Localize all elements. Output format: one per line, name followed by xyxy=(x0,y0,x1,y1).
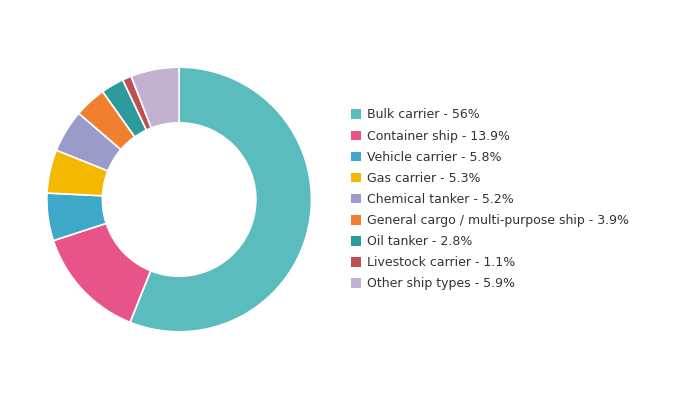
Wedge shape xyxy=(103,80,147,137)
Wedge shape xyxy=(123,76,152,130)
Wedge shape xyxy=(131,67,179,128)
Legend: Bulk carrier - 56%, Container ship - 13.9%, Vehicle carrier - 5.8%, Gas carrier : Bulk carrier - 56%, Container ship - 13.… xyxy=(351,109,629,290)
Wedge shape xyxy=(54,223,151,322)
Wedge shape xyxy=(130,67,311,332)
Wedge shape xyxy=(47,150,108,196)
Wedge shape xyxy=(79,91,135,150)
Wedge shape xyxy=(56,113,121,171)
Wedge shape xyxy=(47,193,106,241)
